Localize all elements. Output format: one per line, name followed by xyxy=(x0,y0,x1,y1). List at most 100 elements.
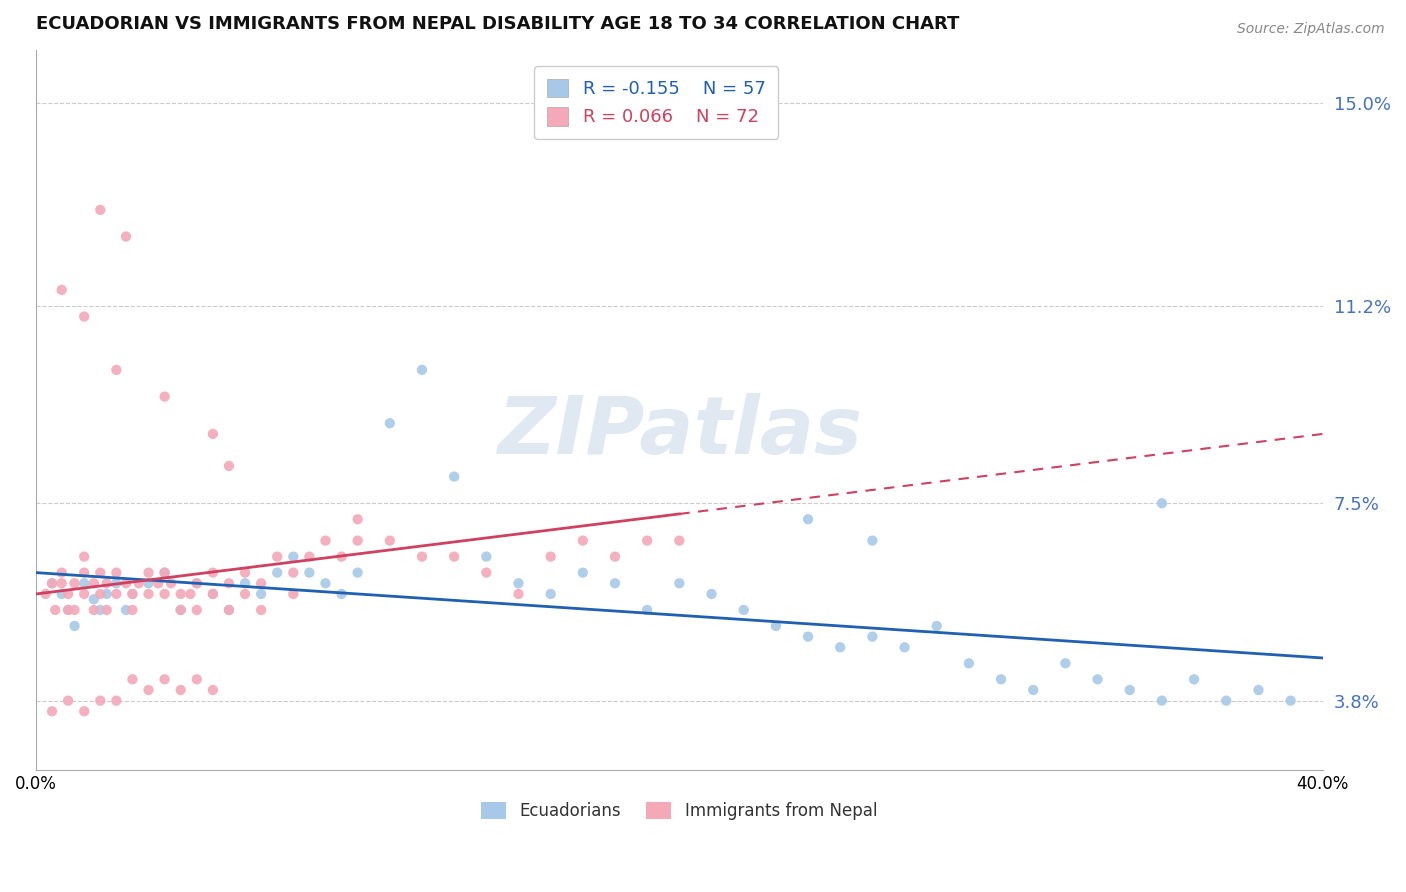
Point xyxy=(186,603,208,617)
Point xyxy=(115,576,138,591)
Point xyxy=(1087,673,1109,687)
Point xyxy=(1150,693,1173,707)
Point xyxy=(314,576,336,591)
Point xyxy=(233,566,256,580)
Point xyxy=(63,603,86,617)
Point xyxy=(765,619,787,633)
Point xyxy=(51,283,73,297)
Point xyxy=(56,587,79,601)
Point xyxy=(121,587,143,601)
Point xyxy=(668,576,690,591)
Point xyxy=(218,576,240,591)
Point xyxy=(41,576,63,591)
Point xyxy=(346,533,368,548)
Point xyxy=(51,576,73,591)
Point xyxy=(250,587,273,601)
Point xyxy=(115,603,138,617)
Point xyxy=(797,630,820,644)
Point xyxy=(44,603,66,617)
Point xyxy=(250,576,273,591)
Point xyxy=(96,587,118,601)
Point xyxy=(233,576,256,591)
Point xyxy=(572,533,595,548)
Point xyxy=(63,576,86,591)
Point xyxy=(411,363,433,377)
Point xyxy=(73,566,96,580)
Point xyxy=(1054,657,1077,671)
Point xyxy=(89,693,111,707)
Point xyxy=(668,533,690,548)
Point xyxy=(1215,693,1237,707)
Point xyxy=(51,587,73,601)
Point xyxy=(115,229,138,244)
Text: ZIPatlas: ZIPatlas xyxy=(496,392,862,470)
Point xyxy=(603,576,626,591)
Point xyxy=(572,566,595,580)
Point xyxy=(636,533,658,548)
Point xyxy=(298,566,321,580)
Point xyxy=(283,587,305,601)
Point xyxy=(443,549,465,564)
Point xyxy=(378,416,401,430)
Point xyxy=(1150,496,1173,510)
Point xyxy=(733,603,755,617)
Point xyxy=(138,566,160,580)
Point xyxy=(153,587,176,601)
Point xyxy=(218,603,240,617)
Point xyxy=(153,673,176,687)
Point xyxy=(56,603,79,617)
Point xyxy=(636,603,658,617)
Point xyxy=(153,566,176,580)
Point xyxy=(250,603,273,617)
Point xyxy=(346,566,368,580)
Text: Source: ZipAtlas.com: Source: ZipAtlas.com xyxy=(1237,22,1385,37)
Point xyxy=(138,587,160,601)
Point xyxy=(148,576,170,591)
Point xyxy=(34,587,56,601)
Point xyxy=(121,603,143,617)
Point xyxy=(508,576,530,591)
Point xyxy=(73,310,96,324)
Point xyxy=(475,549,498,564)
Point xyxy=(179,587,201,601)
Point xyxy=(201,587,224,601)
Point xyxy=(475,566,498,580)
Point xyxy=(218,603,240,617)
Point xyxy=(508,587,530,601)
Point xyxy=(957,657,980,671)
Point xyxy=(990,673,1012,687)
Point xyxy=(56,693,79,707)
Point xyxy=(73,704,96,718)
Point xyxy=(1279,693,1302,707)
Point xyxy=(83,592,105,607)
Point xyxy=(186,576,208,591)
Point xyxy=(170,683,193,698)
Text: ECUADORIAN VS IMMIGRANTS FROM NEPAL DISABILITY AGE 18 TO 34 CORRELATION CHART: ECUADORIAN VS IMMIGRANTS FROM NEPAL DISA… xyxy=(37,15,959,33)
Point xyxy=(266,549,288,564)
Point xyxy=(128,576,150,591)
Point xyxy=(860,533,883,548)
Point xyxy=(105,587,128,601)
Point xyxy=(797,512,820,526)
Point xyxy=(160,576,183,591)
Point xyxy=(830,640,852,655)
Point xyxy=(233,587,256,601)
Point xyxy=(603,549,626,564)
Point xyxy=(266,566,288,580)
Point xyxy=(105,693,128,707)
Point xyxy=(540,587,562,601)
Point xyxy=(860,630,883,644)
Point xyxy=(298,549,321,564)
Point xyxy=(138,576,160,591)
Point xyxy=(170,587,193,601)
Point xyxy=(218,458,240,473)
Point xyxy=(1022,683,1045,698)
Point xyxy=(201,566,224,580)
Point xyxy=(41,576,63,591)
Point xyxy=(138,683,160,698)
Point xyxy=(89,566,111,580)
Point xyxy=(1119,683,1142,698)
Point xyxy=(186,673,208,687)
Point xyxy=(153,566,176,580)
Point xyxy=(105,566,128,580)
